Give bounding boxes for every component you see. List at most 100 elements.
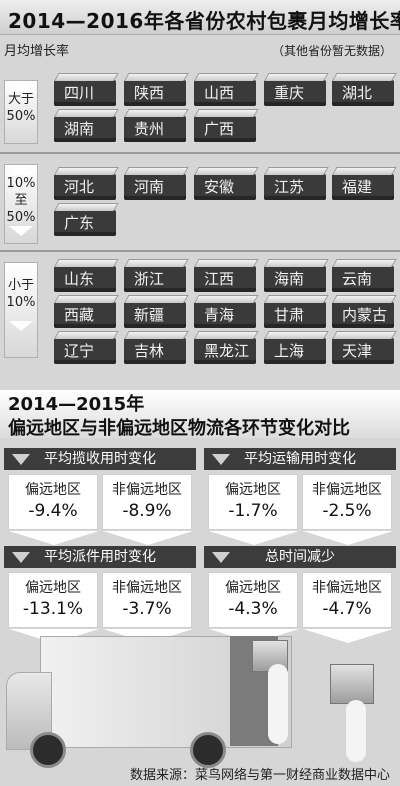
remote-value: -4.3% (228, 599, 278, 619)
axis-label: 月均增长率 (4, 44, 70, 59)
remote-card: 偏远地区 -9.4% (8, 474, 99, 545)
province-label: 黑龙江 (204, 342, 250, 360)
section2-header: 2014—2015年 偏远地区与非偏远地区物流各环节变化对比 (0, 390, 400, 439)
nonremote-label: 非偏远地区 (112, 580, 182, 596)
page-title: 2014—2016年各省份农村包裹月均增长率 (8, 9, 400, 33)
panel-title: 平均揽收用时变化 (4, 448, 196, 470)
worker-figure (346, 700, 366, 762)
province-label: 广东 (64, 214, 95, 232)
province-box: 浙江 (124, 266, 186, 292)
province-label: 辽宁 (64, 342, 95, 360)
province-label: 内蒙古 (342, 306, 388, 324)
divider (0, 152, 400, 154)
province-label: 甘肃 (274, 306, 305, 324)
province-box: 湖北 (332, 80, 394, 106)
panel-title: 平均派件用时变化 (4, 546, 196, 568)
package-icon (330, 664, 374, 704)
remote-card: 偏远地区 -4.3% (208, 572, 299, 643)
section2-title-line1: 2014—2015年 (8, 394, 145, 415)
nonremote-label: 非偏远地区 (112, 482, 182, 498)
province-box: 河南 (124, 174, 186, 200)
province-label: 四川 (64, 84, 95, 102)
nonremote-value: -8.9% (122, 501, 172, 521)
province-label: 天津 (342, 342, 373, 360)
worker-figure (268, 664, 288, 744)
province-box: 山西 (194, 80, 256, 106)
remote-value: -1.7% (228, 501, 278, 521)
province-box: 广东 (54, 210, 116, 236)
province-box: 福建 (332, 174, 394, 200)
province-label: 江西 (204, 270, 235, 288)
province-label: 湖北 (342, 84, 373, 102)
panel-total: 总时间减少 偏远地区 -4.3% 非偏远地区 -4.7% (204, 546, 396, 643)
band-label-line1: 10% (6, 176, 36, 191)
province-box: 西藏 (54, 302, 116, 328)
province-box: 海南 (264, 266, 326, 292)
province-box: 陕西 (124, 80, 186, 106)
province-label: 河北 (64, 178, 95, 196)
province-label: 山东 (64, 270, 95, 288)
nonremote-value: -3.7% (122, 599, 172, 619)
province-box: 安徽 (194, 174, 256, 200)
remote-label: 偏远地区 (225, 580, 281, 596)
arrow-up-icon (9, 81, 33, 91)
province-label: 重庆 (274, 84, 305, 102)
province-box: 湖南 (54, 116, 116, 142)
band-label-line2: 50% (6, 210, 36, 225)
panel-title: 总时间减少 (204, 546, 396, 568)
nonremote-card: 非偏远地区 -2.5% (302, 474, 393, 545)
nonremote-label: 非偏远地区 (312, 580, 382, 596)
province-box: 黑龙江 (194, 338, 256, 364)
wheel-icon (30, 732, 66, 768)
province-box: 江苏 (264, 174, 326, 200)
wheel-icon (190, 732, 226, 768)
province-box: 辽宁 (54, 338, 116, 364)
arrow-up-icon (9, 165, 33, 175)
province-box: 内蒙古 (332, 302, 394, 328)
band-label-under-10: 小于 10% (4, 262, 38, 358)
remote-label: 偏远地区 (25, 580, 81, 596)
panel-title: 平均运输用时变化 (204, 448, 396, 470)
province-box: 云南 (332, 266, 394, 292)
province-label: 江苏 (274, 178, 305, 196)
nonremote-value: -2.5% (322, 501, 372, 521)
section2-title-line2: 偏远地区与非偏远地区物流各环节变化对比 (8, 418, 350, 439)
band-label-line2: 10% (6, 295, 36, 310)
province-label: 贵州 (134, 120, 165, 138)
province-label: 吉林 (134, 342, 165, 360)
province-box: 甘肃 (264, 302, 326, 328)
province-label: 河南 (134, 178, 165, 196)
nonremote-label: 非偏远地区 (312, 482, 382, 498)
province-box: 四川 (54, 80, 116, 106)
province-label: 广西 (204, 120, 235, 138)
arrow-down-icon (9, 226, 33, 236)
province-box: 天津 (332, 338, 394, 364)
panel-pickup: 平均揽收用时变化 偏远地区 -9.4% 非偏远地区 -8.9% (4, 448, 196, 545)
province-label: 浙江 (134, 270, 165, 288)
province-box: 吉林 (124, 338, 186, 364)
province-label: 青海 (204, 306, 235, 324)
band-label-line2: 50% (6, 109, 36, 124)
province-label: 西藏 (64, 306, 95, 324)
nonremote-card: 非偏远地区 -4.7% (302, 572, 393, 643)
province-label: 山西 (204, 84, 235, 102)
province-box: 上海 (264, 338, 326, 364)
province-box: 广西 (194, 116, 256, 142)
remote-label: 偏远地区 (25, 482, 81, 498)
province-box: 贵州 (124, 116, 186, 142)
panel-delivery: 平均派件用时变化 偏远地区 -13.1% 非偏远地区 -3.7% (4, 546, 196, 643)
source-text: 数据来源：菜鸟网络与第一财经商业数据中心 (129, 768, 390, 783)
province-label: 安徽 (204, 178, 235, 196)
province-label: 新疆 (134, 306, 165, 324)
remote-card: 偏远地区 -1.7% (208, 474, 299, 545)
remote-value: -13.1% (22, 599, 84, 619)
nonremote-card: 非偏远地区 -8.9% (102, 474, 193, 545)
nonremote-value: -4.7% (322, 599, 372, 619)
panel-transport: 平均运输用时变化 偏远地区 -1.7% 非偏远地区 -2.5% (204, 448, 396, 545)
band-label-line1: 小于 (7, 278, 34, 293)
province-label: 湖南 (64, 120, 95, 138)
province-box: 江西 (194, 266, 256, 292)
remote-card: 偏远地区 -13.1% (8, 572, 99, 643)
province-label: 陕西 (134, 84, 165, 102)
province-label: 福建 (342, 178, 373, 196)
